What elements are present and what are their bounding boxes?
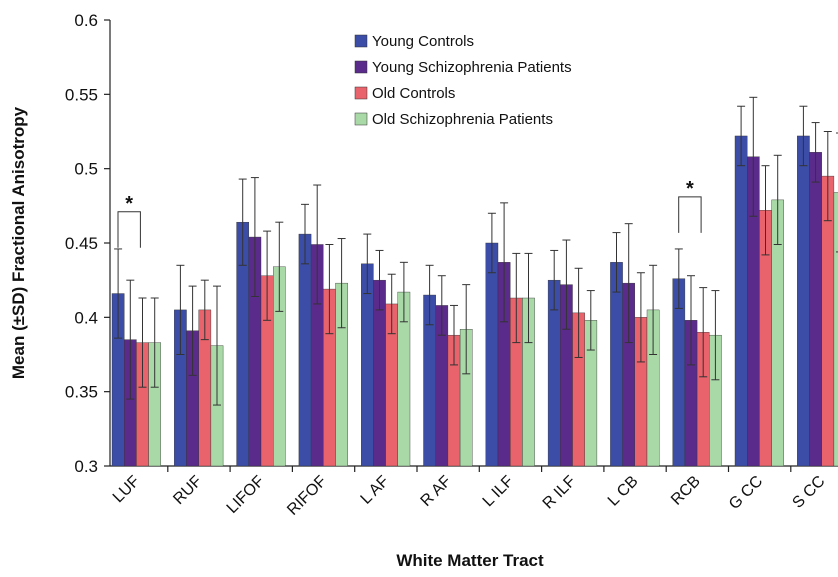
error-bar — [250, 177, 259, 298]
legend-label: Young Schizophrenia Patients — [372, 59, 572, 76]
legend-swatch — [354, 60, 368, 74]
significance-bracket — [117, 211, 141, 248]
error-bar — [823, 131, 832, 222]
error-bar — [150, 297, 159, 388]
legend-label: Young Controls — [372, 33, 474, 50]
bar — [298, 233, 312, 467]
x-tick-label: RUF — [170, 473, 205, 508]
x-tick-label: R AF — [418, 473, 455, 510]
error-bar — [836, 132, 838, 253]
error-bar — [313, 184, 322, 305]
bar — [610, 262, 623, 467]
error-bar — [612, 232, 621, 293]
error-bar — [512, 252, 521, 344]
bar — [797, 135, 810, 467]
error-bar — [737, 105, 746, 167]
error-bar — [811, 122, 820, 183]
error-bar — [550, 249, 559, 311]
error-bar — [363, 233, 372, 295]
y-tick-label: 0.55 — [65, 85, 98, 104]
x-tick-label: LUF — [110, 473, 144, 507]
bar — [833, 192, 838, 467]
error-bar — [325, 243, 334, 335]
error-bar — [699, 287, 708, 378]
y-axis-title: Mean (±SD) Fractional Anisotropy — [9, 106, 28, 379]
y-tick-label: 0.45 — [65, 234, 98, 253]
error-bar — [301, 203, 309, 265]
error-bar — [649, 264, 658, 355]
x-tick-label: G CC — [726, 473, 766, 513]
error-bar — [399, 261, 408, 323]
error-bar — [138, 297, 147, 388]
error-bar — [200, 279, 209, 341]
error-bar — [425, 264, 434, 326]
error-bar — [773, 154, 782, 245]
bar — [361, 263, 374, 467]
significance-bracket — [678, 196, 702, 233]
x-tick-label: L AF — [358, 473, 393, 508]
error-bar — [375, 249, 384, 311]
legend-swatch — [354, 112, 368, 126]
error-bar — [450, 304, 458, 366]
error-bar — [574, 267, 583, 358]
x-tick-label: L ILF — [480, 473, 518, 511]
error-bar — [500, 202, 509, 323]
y-tick-label: 0.4 — [74, 308, 98, 327]
error-bar — [275, 221, 284, 312]
error-bar — [636, 272, 645, 363]
error-bar — [524, 252, 533, 344]
error-bar — [387, 273, 396, 335]
error-bar — [799, 105, 808, 167]
error-bar — [176, 264, 185, 355]
error-bar — [674, 248, 683, 309]
error-bar — [126, 279, 135, 400]
bar — [809, 152, 822, 467]
bar — [734, 135, 748, 467]
error-bar — [213, 285, 221, 406]
error-bar — [238, 178, 247, 266]
significance-marker: * — [125, 193, 133, 215]
error-bar — [337, 238, 346, 329]
x-axis-title: White Matter Tract — [396, 551, 544, 570]
legend-label: Old Schizophrenia Patients — [372, 111, 553, 128]
error-bar — [263, 230, 272, 321]
legend-swatch — [354, 34, 368, 48]
error-bar — [711, 290, 720, 381]
error-bar — [562, 239, 571, 330]
y-tick-label: 0.5 — [74, 160, 98, 179]
error-bar — [586, 290, 595, 351]
x-tick-label: S CC — [789, 473, 828, 512]
error-bar — [462, 284, 471, 375]
bar — [485, 242, 499, 467]
x-tick-label: L CB — [605, 473, 642, 510]
legend-swatch — [354, 86, 368, 100]
error-bar — [761, 165, 770, 256]
error-bar — [437, 275, 446, 336]
y-tick-label: 0.6 — [74, 11, 98, 30]
x-tick-label: RIFOF — [284, 473, 330, 519]
error-bar — [487, 212, 496, 274]
x-tick-label: RCB — [668, 473, 704, 509]
error-bar — [114, 248, 123, 339]
x-tick-label: R ILF — [540, 473, 580, 513]
error-bar — [624, 223, 633, 344]
significance-marker: * — [686, 178, 694, 200]
y-tick-label: 0.35 — [65, 383, 98, 402]
error-bar — [749, 96, 758, 217]
error-bar — [188, 285, 197, 376]
y-tick-label: 0.3 — [74, 457, 98, 476]
error-bar — [687, 275, 695, 366]
legend-label: Old Controls — [372, 85, 455, 102]
x-tick-label: LIFOF — [224, 473, 268, 517]
